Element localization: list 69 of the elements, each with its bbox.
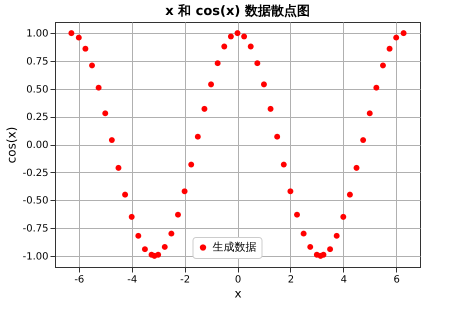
- point: [108, 137, 115, 143]
- point: [380, 62, 386, 68]
- point: [188, 162, 194, 168]
- point: [241, 34, 248, 40]
- chart-title: x 和 cos(x) 数据散点图: [165, 3, 310, 19]
- point: [194, 134, 201, 140]
- point: [354, 164, 360, 171]
- point: [89, 62, 95, 68]
- y-tick-label: -0.75: [22, 224, 48, 235]
- point: [300, 230, 307, 237]
- point: [234, 30, 240, 36]
- point: [162, 244, 168, 250]
- point: [268, 106, 274, 112]
- y-tick-label: -0.25: [22, 168, 48, 179]
- point: [168, 230, 174, 237]
- point: [334, 232, 340, 239]
- y-tick-label: -0.50: [22, 196, 48, 207]
- y-tick-label: 1.00: [26, 28, 48, 40]
- x-axis-title: x: [234, 286, 242, 300]
- y-tick-label: 0.50: [26, 84, 48, 96]
- point: [155, 252, 162, 258]
- point: [280, 162, 287, 168]
- point: [400, 30, 407, 36]
- point: [102, 110, 108, 116]
- point: [386, 46, 393, 52]
- x-tick-label: 6: [394, 274, 400, 286]
- point: [248, 44, 254, 50]
- point: [274, 134, 280, 140]
- point: [393, 34, 400, 41]
- point: [201, 106, 208, 112]
- point: [208, 81, 214, 88]
- point: [214, 60, 221, 66]
- point: [135, 232, 142, 239]
- point: [182, 188, 188, 194]
- point: [142, 246, 148, 252]
- y-tick-label: -1.00: [22, 251, 48, 262]
- x-tick-label: -2: [180, 274, 190, 286]
- point: [320, 252, 326, 258]
- point: [68, 30, 74, 36]
- point: [116, 164, 122, 171]
- point: [260, 81, 267, 88]
- point: [294, 212, 300, 218]
- point: [327, 246, 334, 252]
- y-tick-label: 0.25: [26, 112, 48, 124]
- point: [307, 244, 314, 250]
- legend-label: 生成数据: [212, 240, 256, 254]
- point: [360, 137, 366, 143]
- point: [254, 60, 260, 66]
- point: [366, 110, 373, 116]
- point: [128, 214, 135, 220]
- point: [96, 84, 102, 91]
- x-tick-label: -4: [127, 274, 138, 286]
- x-tick-label: -6: [74, 274, 84, 286]
- point: [228, 34, 234, 40]
- point: [346, 192, 353, 198]
- point: [373, 84, 380, 91]
- point: [287, 188, 294, 194]
- point: [175, 212, 181, 218]
- point: [221, 44, 228, 50]
- point: [122, 192, 128, 198]
- y-axis-title: cos(x): [4, 126, 19, 164]
- point: [76, 34, 82, 41]
- point: [340, 214, 346, 220]
- y-tick-label: 0.00: [26, 140, 48, 151]
- x-tick-label: 2: [288, 274, 294, 286]
- x-tick-label: 4: [340, 274, 347, 286]
- point: [82, 46, 88, 52]
- x-tick-label: 0: [234, 274, 242, 286]
- y-tick-label: 0.75: [26, 56, 48, 68]
